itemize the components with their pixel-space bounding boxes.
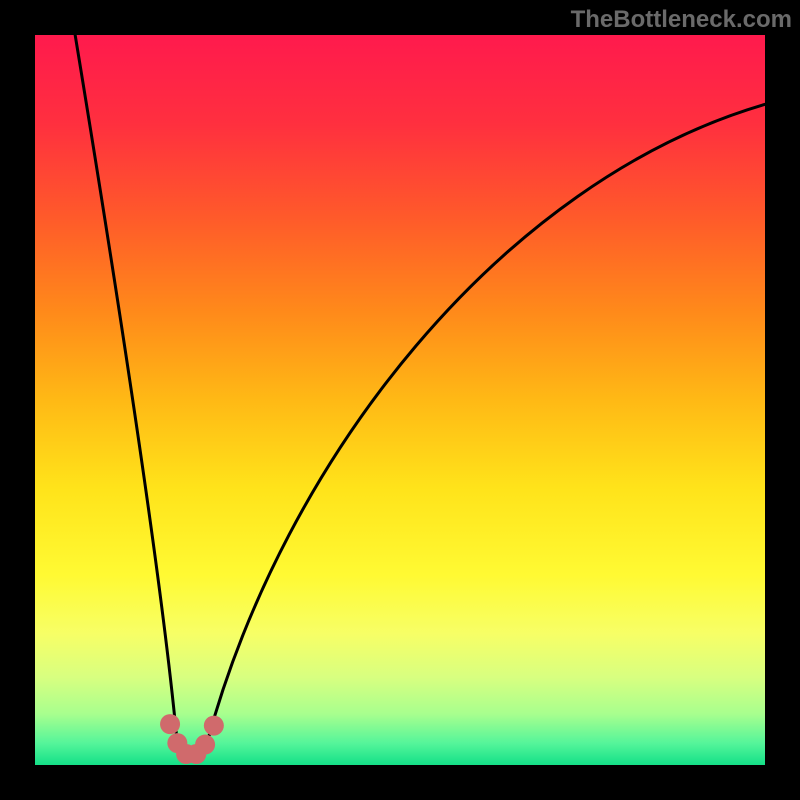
plot-svg <box>0 0 800 800</box>
watermark-text: TheBottleneck.com <box>571 6 792 34</box>
valley-marker <box>204 716 224 736</box>
valley-marker <box>160 714 180 734</box>
valley-marker <box>195 735 215 755</box>
plot-background <box>35 35 765 765</box>
